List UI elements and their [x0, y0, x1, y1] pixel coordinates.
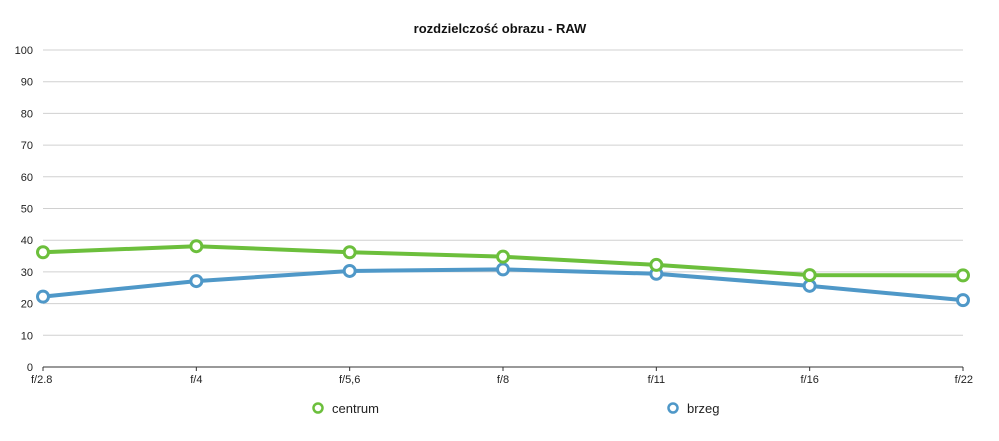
y-tick-label-10: 10: [21, 330, 33, 342]
y-tick-label-60: 60: [21, 172, 33, 184]
legend-marker-centrum: [312, 402, 324, 414]
x-tick-label: f/22: [955, 374, 973, 386]
data-point-brzeg: [36, 289, 50, 304]
legend-item-centrum: centrum: [312, 401, 379, 416]
x-tick-label: f/2.8: [31, 374, 52, 386]
legend-label-centrum: centrum: [332, 401, 379, 416]
data-point-centrum: [496, 249, 510, 264]
series-brzeg: [36, 262, 970, 308]
x-tick-label: f/8: [497, 374, 509, 386]
data-point-centrum: [956, 268, 970, 283]
y-tick-label-50: 50: [21, 204, 33, 216]
data-point-brzeg: [956, 293, 970, 308]
data-point-centrum: [189, 239, 204, 254]
y-tick-label-30: 30: [21, 267, 33, 279]
y-tick-label-100: 100: [15, 45, 33, 57]
data-point-centrum: [342, 245, 357, 260]
data-point-brzeg: [342, 263, 357, 278]
x-tick-label: f/5,6: [339, 374, 360, 386]
y-tick-label-20: 20: [21, 299, 33, 311]
data-point-brzeg: [496, 262, 510, 277]
y-tick-label-40: 40: [21, 235, 33, 247]
data-point-centrum: [36, 245, 50, 260]
y-tick-label-90: 90: [21, 77, 33, 89]
series-centrum: [36, 239, 970, 283]
x-tick-label: f/11: [648, 374, 666, 386]
x-tick-label: f/4: [190, 374, 202, 386]
chart-title: rozdzielczość obrazu - RAW: [414, 21, 587, 36]
legend-item-brzeg: brzeg: [667, 401, 720, 416]
axes: [42, 366, 964, 371]
legend: centrum brzeg: [312, 401, 720, 416]
x-tick-label: f/16: [800, 374, 818, 386]
legend-marker-brzeg: [667, 402, 679, 414]
gridlines: [43, 49, 963, 336]
y-tick-label-80: 80: [21, 108, 33, 120]
data-point-brzeg: [189, 274, 204, 289]
data-point-centrum: [802, 268, 817, 283]
y-axis-tick-labels: 0 10 20 30 40 50 60 70 80 90 100: [15, 45, 33, 374]
legend-label-brzeg: brzeg: [687, 401, 720, 416]
series-lines: [36, 239, 970, 308]
x-axis-tick-labels: f/2.8 f/4 f/5,6 f/8 f/11 f/16 f/22: [31, 374, 973, 386]
y-tick-label-0: 0: [27, 362, 33, 374]
y-tick-label-70: 70: [21, 140, 33, 152]
data-point-centrum: [649, 257, 664, 272]
